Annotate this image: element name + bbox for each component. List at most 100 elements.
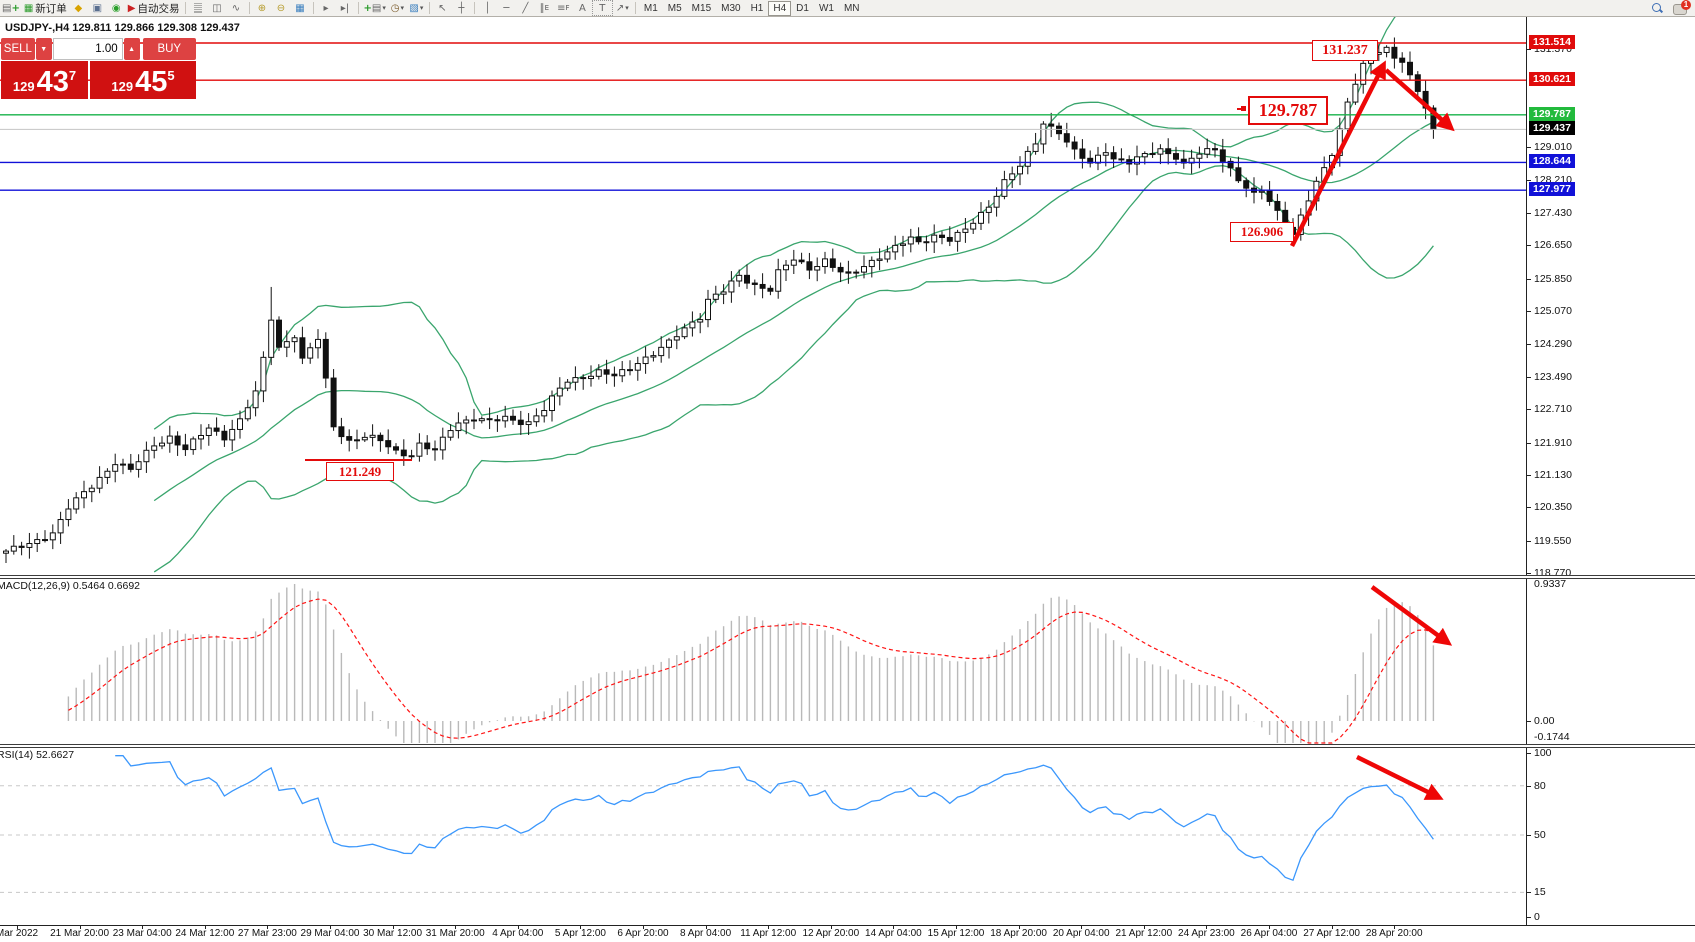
bar-chart-icon[interactable]: 𝄛 — [194, 2, 202, 14]
timeframe-m1[interactable]: M1 — [643, 2, 658, 14]
one-click-trading-panel: SELL ▼ ▲ BUY 129 43 7 129 45 5 — [1, 38, 196, 99]
sell-button[interactable]: SELL — [1, 38, 35, 60]
price-annotation[interactable]: 131.237 — [1312, 40, 1378, 61]
price-tick-mark — [1526, 573, 1531, 575]
timeframe-h1[interactable]: H1 — [750, 2, 764, 14]
annotation-arrow[interactable] — [1370, 585, 1453, 646]
candle-body — [783, 264, 789, 271]
price-tick-mark — [1526, 147, 1531, 149]
macd-rsi-separator[interactable] — [0, 744, 1695, 748]
annotation-arrow[interactable] — [1356, 754, 1444, 800]
time-tick-mark — [643, 925, 644, 929]
candle-body — [73, 497, 80, 510]
price-annotation[interactable]: 126.906 — [1230, 222, 1294, 242]
candlestick-chart-icon[interactable]: ◫ — [212, 2, 222, 14]
price-tick-mark — [1526, 409, 1531, 411]
rsi-axis-label: 80 — [1534, 779, 1546, 792]
time-tick-mark — [392, 925, 394, 929]
candle-body — [49, 532, 56, 541]
crosshair-tool-icon[interactable]: ┼ — [458, 2, 465, 14]
time-axis-label: 24 Mar 12:00 — [175, 928, 235, 939]
candle-body — [564, 381, 571, 389]
timeframe-d1[interactable]: D1 — [796, 2, 809, 14]
candle-body — [346, 436, 353, 441]
vertical-line-tool-icon[interactable]: │ — [484, 2, 491, 14]
zoom-in-icon[interactable]: ⊕ — [257, 2, 267, 14]
candle-body — [369, 434, 376, 438]
new-order-icon: ▦ — [23, 2, 34, 14]
candle-body — [962, 228, 969, 233]
new-chart-icon[interactable]: ▤ + — [2, 2, 20, 14]
timeframe-m5[interactable]: M5 — [667, 2, 682, 14]
main-macd-separator[interactable] — [0, 575, 1695, 579]
sell-price-handle: 129 — [12, 79, 35, 94]
line-chart-icon[interactable]: ∿ — [231, 2, 241, 14]
time-tick-mark — [1331, 925, 1333, 929]
gold-icon[interactable]: ◆ — [74, 2, 83, 14]
candle-body — [510, 415, 516, 421]
price-tick-label: 123.490 — [1534, 370, 1572, 383]
auto-trading-button[interactable]: ▶ 自动交易 — [126, 1, 182, 15]
chart-shift-icon[interactable]: ▸| — [340, 2, 350, 14]
candle-body — [720, 291, 727, 295]
label-tool-icon[interactable]: T — [591, 0, 613, 16]
candle-body — [1040, 123, 1047, 145]
chat-icon[interactable]: 1 — [1673, 0, 1691, 15]
candle-body — [697, 319, 704, 323]
price-tick-mark — [1526, 180, 1531, 182]
volume-decrease-button[interactable]: ▼ — [35, 38, 52, 60]
timeframe-h4[interactable]: H4 — [768, 0, 792, 16]
candle-body — [736, 274, 743, 282]
time-axis-label: 26 Apr 04:00 — [1240, 928, 1298, 939]
search-icon[interactable] — [1651, 2, 1664, 14]
signal-icon[interactable]: ◉ — [111, 2, 121, 14]
expert-advisor-icon[interactable]: ▣ — [92, 2, 103, 14]
candle-body — [1141, 153, 1148, 158]
horizontal-line-tool-icon[interactable]: ─ — [503, 2, 510, 14]
text-tool-icon[interactable]: A — [578, 2, 586, 14]
timeframe-mn[interactable]: MN — [843, 2, 860, 14]
trendline-tool-icon[interactable]: ╱ — [522, 2, 529, 14]
new-order-button[interactable]: ▦ 新订单 — [22, 1, 69, 15]
candle-body — [822, 258, 828, 268]
candle-body — [190, 438, 197, 451]
buy-price-display[interactable]: 129 45 5 — [90, 61, 196, 99]
candle-body — [283, 341, 290, 348]
candle-body — [853, 271, 860, 274]
cursor-tool-icon[interactable]: ↖ — [438, 2, 447, 14]
sell-price-display[interactable]: 129 43 7 — [1, 61, 88, 99]
volume-increase-button[interactable]: ▲ — [123, 38, 140, 60]
price-annotation[interactable]: 129.787 — [1248, 96, 1328, 125]
candle-body — [424, 442, 431, 450]
zoom-out-icon[interactable]: ⊖ — [276, 2, 286, 14]
fibonacci-tool-icon[interactable]: ≡ F — [557, 2, 570, 14]
time-axis-label: 8 Apr 04:00 — [680, 928, 732, 939]
candle-body — [759, 283, 766, 289]
buy-button[interactable]: BUY — [142, 38, 196, 60]
volume-input[interactable] — [52, 38, 123, 60]
timeframe-m30[interactable]: M30 — [721, 2, 741, 14]
tile-windows-icon[interactable]: ▦ — [295, 2, 305, 14]
price-tick-label: 125.850 — [1534, 272, 1572, 285]
time-axis-label: 4 Apr 04:00 — [492, 928, 544, 939]
annotation-arrow[interactable] — [1289, 60, 1386, 248]
candle-body — [868, 259, 875, 268]
candle-body — [88, 487, 95, 493]
templates-icon[interactable]: ▧ ▾ — [409, 2, 424, 14]
periods-icon[interactable]: ◷ ▾ — [390, 2, 404, 14]
rsi-tick-mark — [1526, 892, 1531, 894]
candle-body — [1204, 148, 1211, 155]
auto-scroll-icon[interactable]: ▸ — [323, 2, 329, 14]
arrows-tool-icon[interactable]: ↗ ▾ — [615, 2, 629, 14]
channel-tool-icon[interactable]: ∥ E — [539, 2, 550, 14]
candle-body — [1274, 200, 1281, 211]
indicators-icon[interactable]: + ▤ ▾ — [363, 2, 386, 14]
candle-body — [10, 545, 17, 552]
timeframe-m15[interactable]: M15 — [691, 2, 712, 14]
time-axis-label: 30 Mar 12:00 — [363, 928, 423, 939]
price-annotation[interactable]: 121.249 — [326, 462, 394, 481]
time-axis-border — [0, 925, 1695, 926]
annotation-arrow[interactable] — [1384, 68, 1455, 132]
timeframe-w1[interactable]: W1 — [818, 2, 834, 14]
